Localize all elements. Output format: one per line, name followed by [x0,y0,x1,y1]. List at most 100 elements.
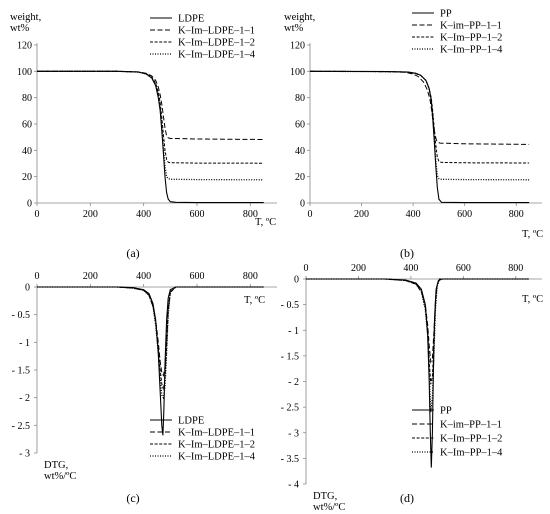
legend-label: K–im–PP–1–1 [440,420,502,431]
y-tick-label: 120 [290,41,305,52]
y-tick-label: 20 [22,172,32,183]
y-tick-label: 0 [25,283,30,294]
y-axis-label: wt%/ºC [313,502,345,513]
legend-label: K–Im–PP–1–2 [440,434,502,445]
y-tick-label: - 2 [288,377,299,388]
y-tick-label: 60 [295,120,305,131]
legend-label: K–Im–PP–1–2 [440,33,502,44]
x-tick-label: 800 [243,209,258,220]
y-tick-label: 0 [294,275,299,286]
panel-label: (c) [126,491,139,505]
series-line [309,70,530,204]
x-tick-label: 600 [190,209,205,220]
y-tick-label: - 0.5 [281,300,299,311]
x-axis-label: T, ºC [522,229,543,240]
legend-label: PP [440,9,452,20]
legend-label: K–Im–LDPE–1–1 [178,428,255,439]
y-axis-label: wt% [284,23,304,34]
x-tick-label: 400 [403,263,418,274]
x-tick-label: 600 [190,271,205,282]
x-tick-label: 800 [243,271,258,282]
panel-label: (b) [400,246,414,260]
x-tick-label: 200 [351,263,366,274]
y-tick-label: - 2 [19,393,30,404]
y-axis-label: DTG, [44,460,68,471]
panel-label: (d) [400,491,414,505]
x-tick-label: 400 [136,209,151,220]
y-tick-label: - 4 [288,480,299,491]
y-tick-label: 60 [22,120,32,131]
legend-label: PP [440,406,452,417]
legend-label: K–Im–LDPE–1–1 [178,26,255,37]
legend-label: K–Im–LDPE–1–4 [178,452,256,463]
series-line [306,278,529,385]
chart-panel-b: 0 20 40 60 80 100 120 0 200 400 600 800 T, ºC weight,… [284,9,543,261]
series-line [309,70,530,181]
series-line [306,278,529,364]
x-tick-label: 600 [456,263,471,274]
legend-label: K–Im–LDPE–1–2 [178,440,255,451]
series-line [37,70,264,204]
y-tick-label: - 2.5 [12,421,30,432]
y-tick-label: 0 [27,199,32,210]
legend-label: K–Im–LDPE–1–4 [178,50,256,61]
x-axis-label: T, ºC [244,295,265,306]
legend-label: K–Im–LDPE–1–2 [178,38,255,49]
y-tick-label: 40 [22,146,32,157]
x-tick-label: 0 [304,263,309,274]
legend-label: K–Im–PP–1–4 [440,45,503,56]
x-tick-label: 0 [308,209,313,220]
panel-label: (a) [126,246,139,260]
legend-label: K–im–PP–1–1 [440,21,502,32]
y-axis-label: DTG, [313,491,337,502]
y-axis-label: wt%/ºC [44,471,76,482]
series-line [37,70,264,164]
y-tick-label: - 0.5 [12,310,30,321]
y-tick-label: 120 [17,41,32,52]
y-tick-label: - 2.5 [281,403,299,414]
series-line [309,70,530,164]
y-tick-label: - 3.5 [281,454,299,465]
x-tick-label: 200 [83,209,98,220]
series-line [37,70,264,181]
y-tick-label: - 1 [19,338,30,349]
series-line [306,278,529,413]
y-tick-label: 100 [17,67,32,78]
y-axis-label: weight, [284,12,315,23]
series-line [37,286,264,390]
x-tick-label: 800 [508,263,523,274]
series-line [37,286,264,400]
y-tick-label: 40 [295,146,305,157]
x-tick-label: 200 [354,209,369,220]
y-tick-label: 100 [290,67,305,78]
x-tick-label: 200 [83,271,98,282]
series-line [37,70,264,140]
y-tick-label: - 3 [288,428,299,439]
x-tick-label: 600 [457,209,472,220]
y-tick-label: 80 [295,93,305,104]
y-tick-label: 0 [300,199,305,210]
x-axis-label: T, ºC [522,294,543,305]
series-line [37,286,264,436]
y-tick-label: 80 [22,93,32,104]
legend-label: LDPE [178,416,204,427]
y-tick-label: - 1.5 [281,351,299,362]
chart-panel-d: 0 - 0.5 - 1 - 1.5 - 2 - 2.5 - 3 - 3.5 - 4 0 200 400… [281,263,544,513]
y-tick-label: 20 [295,172,305,183]
legend-label: K–Im–PP–1–4 [440,448,503,459]
series-line [309,70,530,145]
y-tick-label: - 1.5 [12,366,30,377]
legend-label: LDPE [178,14,204,25]
x-tick-label: 400 [406,209,421,220]
x-tick-label: 0 [35,209,40,220]
x-axis-label: T, ºC [255,217,276,228]
series-line [37,286,264,377]
y-tick-label: - 3 [19,449,30,460]
y-tick-label: - 1 [288,326,299,337]
x-tick-label: 400 [136,271,151,282]
x-tick-label: 0 [35,271,40,282]
chart-panel-c: 0 - 0.5 - 1 - 1.5 - 2 - 2.5 - 3 0 200 400 600 800 T,… [12,271,277,505]
y-axis-label: weight, [10,12,41,23]
